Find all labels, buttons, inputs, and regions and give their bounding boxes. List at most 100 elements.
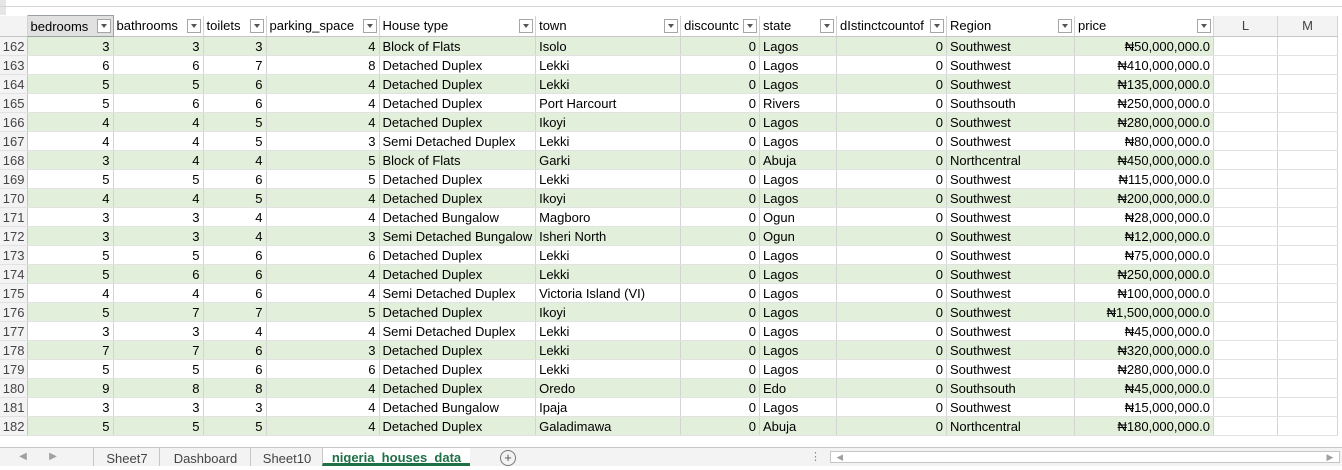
table-cell[interactable]: 6 (203, 74, 267, 94)
table-cell[interactable]: 8 (203, 378, 267, 398)
empty-cell[interactable] (1213, 283, 1279, 303)
column-header[interactable]: discountc (680, 15, 761, 37)
empty-cell[interactable] (1213, 188, 1279, 208)
table-cell[interactable]: 4 (27, 283, 114, 303)
table-cell[interactable]: 3 (113, 321, 204, 341)
table-cell[interactable]: 4 (203, 226, 267, 246)
table-cell[interactable]: Lagos (759, 359, 838, 379)
column-header[interactable]: House type (379, 15, 537, 37)
row-number[interactable]: 179 (0, 359, 28, 379)
table-cell[interactable]: 3 (113, 397, 204, 417)
table-cell[interactable]: Victoria Island (VI) (535, 283, 682, 303)
empty-cell[interactable] (1213, 55, 1279, 75)
table-row[interactable]: 175 4 4 6 4 Semi Detached Duplex Victoria Isla… (0, 283, 1339, 303)
table-cell[interactable]: ₦12,000,000.0 (1074, 226, 1215, 246)
column-header[interactable]: dIstinctcountof (836, 15, 948, 37)
table-cell[interactable]: 4 (113, 283, 204, 303)
table-cell[interactable]: Southwest (946, 188, 1076, 208)
table-cell[interactable]: Lekki (535, 55, 682, 75)
row-number[interactable]: 180 (0, 378, 28, 398)
table-cell[interactable]: 0 (836, 416, 948, 436)
empty-cell[interactable] (1213, 378, 1279, 398)
table-cell[interactable]: Southwest (946, 55, 1076, 75)
empty-cell[interactable] (1277, 188, 1339, 208)
filter-dropdown-icon[interactable] (1058, 18, 1073, 33)
table-cell[interactable]: Lagos (759, 74, 838, 94)
table-cell[interactable]: ₦135,000,000.0 (1074, 74, 1215, 94)
table-cell[interactable]: Detached Duplex (379, 302, 537, 322)
row-number[interactable]: 163 (0, 55, 28, 75)
table-cell[interactable]: Southsouth (946, 378, 1076, 398)
table-cell[interactable]: 4 (27, 112, 114, 132)
table-cell[interactable]: ₦180,000,000.0 (1074, 416, 1215, 436)
empty-cell[interactable] (1277, 416, 1339, 436)
table-cell[interactable]: Lagos (759, 283, 838, 303)
table-row[interactable]: 167 4 4 5 3 Semi Detached Duplex Lekki 0 Lagos 0 S… (0, 131, 1339, 151)
table-cell[interactable]: Southwest (946, 226, 1076, 246)
table-cell[interactable]: Lagos (759, 169, 838, 189)
table-cell[interactable]: Detached Duplex (379, 93, 537, 113)
table-cell[interactable]: 4 (266, 207, 380, 227)
table-cell[interactable]: 3 (266, 226, 380, 246)
filter-dropdown-icon[interactable] (186, 18, 201, 33)
table-cell[interactable]: 4 (113, 131, 204, 151)
table-cell[interactable]: 0 (836, 340, 948, 360)
table-cell[interactable]: 3 (27, 226, 114, 246)
table-cell[interactable]: 4 (27, 131, 114, 151)
table-cell[interactable]: Lagos (759, 131, 838, 151)
table-cell[interactable]: 5 (27, 93, 114, 113)
table-cell[interactable]: Southwest (946, 321, 1076, 341)
table-cell[interactable]: 5 (113, 169, 204, 189)
table-cell[interactable]: 6 (113, 264, 204, 284)
row-number[interactable]: 172 (0, 226, 28, 246)
table-cell[interactable]: 3 (203, 36, 267, 56)
table-cell[interactable]: 3 (27, 397, 114, 417)
table-cell[interactable]: 7 (113, 340, 204, 360)
row-number[interactable]: 178 (0, 340, 28, 360)
column-header[interactable]: bathrooms (113, 15, 204, 37)
table-cell[interactable]: 5 (113, 359, 204, 379)
table-cell[interactable]: Lekki (535, 340, 682, 360)
table-cell[interactable]: 5 (266, 302, 380, 322)
table-cell[interactable]: Lagos (759, 245, 838, 265)
table-cell[interactable]: 4 (266, 378, 380, 398)
table-cell[interactable]: 3 (27, 321, 114, 341)
table-cell[interactable]: Block of Flats (379, 150, 537, 170)
table-cell[interactable]: 0 (836, 93, 948, 113)
table-cell[interactable]: 0 (680, 359, 761, 379)
table-cell[interactable]: 0 (680, 302, 761, 322)
filter-dropdown-icon[interactable] (249, 18, 264, 33)
table-cell[interactable]: 0 (680, 188, 761, 208)
table-row[interactable]: 181 3 3 3 4 Detached Bungalow Ipaja 0 Lagos 0 Sout… (0, 397, 1339, 417)
table-cell[interactable]: Lekki (535, 264, 682, 284)
table-cell[interactable]: 6 (203, 283, 267, 303)
table-cell[interactable]: Lagos (759, 321, 838, 341)
table-cell[interactable]: 4 (203, 321, 267, 341)
sheet-tab[interactable]: Sheet7 (93, 448, 160, 466)
table-cell[interactable]: 8 (266, 55, 380, 75)
table-cell[interactable]: Abuja (759, 416, 838, 436)
table-row[interactable]: 162 3 3 3 4 Block of Flats Isolo 0 Lagos 0 Southwe… (0, 36, 1339, 56)
table-cell[interactable]: 8 (113, 378, 204, 398)
table-cell[interactable]: 6 (203, 340, 267, 360)
row-number[interactable]: 174 (0, 264, 28, 284)
table-cell[interactable]: Edo (759, 378, 838, 398)
table-cell[interactable]: Isheri North (535, 226, 682, 246)
table-cell[interactable]: ₦410,000,000.0 (1074, 55, 1215, 75)
table-cell[interactable]: 0 (836, 378, 948, 398)
table-cell[interactable]: 0 (836, 36, 948, 56)
tab-split-handle-icon[interactable]: ⋮ (810, 451, 821, 463)
table-row[interactable]: 169 5 5 6 5 Detached Duplex Lekki 0 Lagos 0 Southw… (0, 169, 1339, 189)
table-cell[interactable]: Lagos (759, 188, 838, 208)
table-row[interactable]: 179 5 5 6 6 Detached Duplex Lekki 0 Lagos 0 Southw… (0, 359, 1339, 379)
empty-cell[interactable] (1277, 36, 1339, 56)
table-cell[interactable]: 3 (266, 131, 380, 151)
table-row[interactable]: 165 5 6 6 4 Detached Duplex Port Harcourt 0 Rive… (0, 93, 1339, 113)
table-cell[interactable]: 4 (266, 397, 380, 417)
table-cell[interactable]: Lekki (535, 321, 682, 341)
spreadsheet-grid[interactable]: bedrooms bathrooms toilets parking_space Hou… (0, 15, 1342, 447)
add-sheet-icon[interactable]: + (500, 450, 516, 466)
scroll-left-icon[interactable]: ◀ (836, 452, 844, 462)
table-cell[interactable]: 0 (836, 264, 948, 284)
next-sheet-icon[interactable]: ▶ (49, 451, 57, 462)
